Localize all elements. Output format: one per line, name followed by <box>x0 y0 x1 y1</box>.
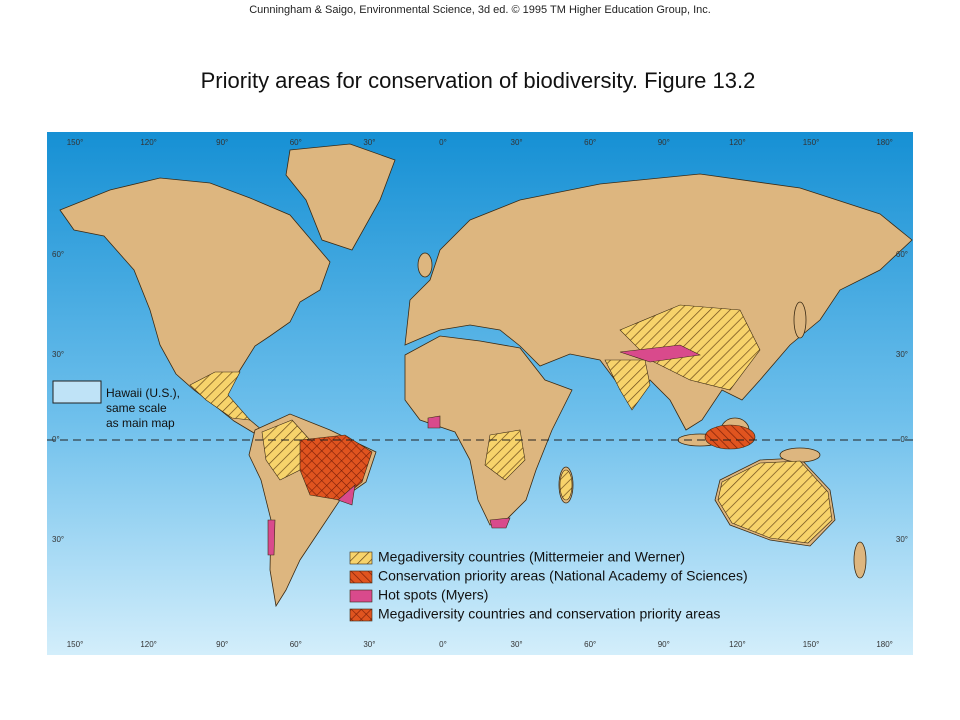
latitude-label: 0° <box>900 435 908 444</box>
inset-text: same scale <box>106 401 167 415</box>
indonesia-area <box>704 424 756 450</box>
longitude-label: 0° <box>439 640 447 649</box>
mexico <box>189 371 251 421</box>
longitude-label: 150° <box>803 138 820 147</box>
longitude-label: 120° <box>140 138 157 147</box>
legend-label: Megadiversity countries and conservation… <box>378 606 720 622</box>
graticule-labels: 150° 120° 90° 60° 30° 0° 30° 60° 90° 120° 150° 180°… <box>52 138 908 649</box>
longitude-label: 180° <box>876 138 893 147</box>
longitude-label: 30° <box>363 640 375 649</box>
cape-hotspot <box>489 517 511 529</box>
longitude-label: 90° <box>658 138 670 147</box>
longitude-label: 30° <box>511 640 523 649</box>
longitude-label: 60° <box>290 138 302 147</box>
legend-swatch <box>349 589 373 603</box>
inset-text: as main map <box>106 416 175 430</box>
china <box>619 304 761 391</box>
himalaya-hotspot <box>619 344 701 363</box>
longitude-label: 60° <box>290 640 302 649</box>
eurasia <box>404 173 913 431</box>
australia-area <box>717 460 833 544</box>
britain <box>417 252 433 278</box>
longitude-label: 30° <box>511 138 523 147</box>
credit: Cunningham & Saigo, Environmental Scienc… <box>249 4 711 16</box>
legend-label: Conservation priority areas (National Ac… <box>378 568 748 584</box>
legend-swatch <box>349 551 373 565</box>
latitude-label: 30° <box>896 535 908 544</box>
legend-swatch <box>349 570 373 584</box>
latitude-label: 60° <box>52 250 64 259</box>
legend: Megadiversity countries (Mittermeier and… <box>349 549 748 622</box>
india <box>604 359 651 411</box>
longitude-label: 60° <box>584 138 596 147</box>
latitude-label: 60° <box>896 250 908 259</box>
inset-text: Hawaii (U.S.), <box>106 386 180 400</box>
longitude-label: 150° <box>67 640 84 649</box>
longitude-label: 150° <box>803 640 820 649</box>
legend-swatch <box>349 608 373 622</box>
zaire <box>484 429 526 481</box>
longitude-label: 120° <box>729 640 746 649</box>
title: Priority areas for conservation of biodi… <box>201 68 756 93</box>
longitude-label: 90° <box>658 640 670 649</box>
hawaii-inset <box>52 380 102 404</box>
longitude-label: 0° <box>439 138 447 147</box>
longitude-label: 120° <box>729 138 746 147</box>
new-guinea <box>779 447 821 463</box>
japan <box>793 301 807 339</box>
latitude-label: 0° <box>52 435 60 444</box>
new-zealand <box>853 541 867 579</box>
longitude-label: 180° <box>876 640 893 649</box>
longitude-label: 90° <box>216 138 228 147</box>
greenland <box>285 143 396 251</box>
chile-hotspot <box>267 519 276 556</box>
longitude-label: 30° <box>363 138 375 147</box>
longitude-label: 90° <box>216 640 228 649</box>
longitude-label: 120° <box>140 640 157 649</box>
atlantic-forest-hotspot <box>337 484 356 506</box>
legend-label: Hot spots (Myers) <box>378 587 488 603</box>
priority-areas <box>189 304 833 556</box>
africa <box>404 335 573 526</box>
madagascar-area <box>559 469 573 501</box>
latitude-label: 30° <box>896 350 908 359</box>
longitude-label: 60° <box>584 640 596 649</box>
latitude-label: 30° <box>52 535 64 544</box>
west-africa-hotspot <box>427 415 441 429</box>
longitude-label: 150° <box>67 138 84 147</box>
latitude-label: 30° <box>52 350 64 359</box>
legend-label: Megadiversity countries (Mittermeier and… <box>378 549 685 565</box>
